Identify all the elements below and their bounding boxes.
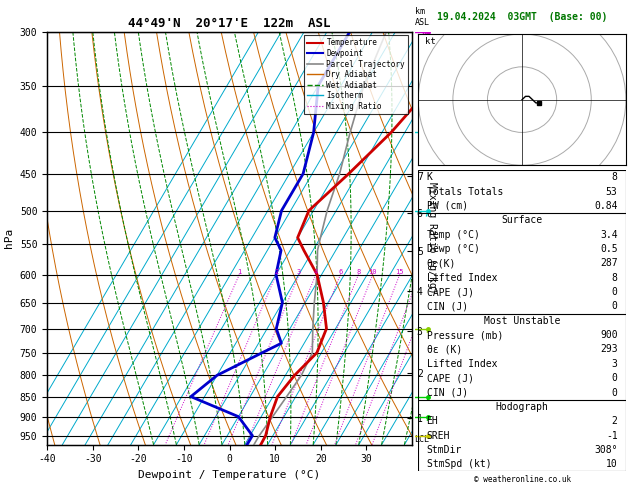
Text: 293: 293 [600,345,618,354]
Title: 44°49'N  20°17'E  122m  ASL: 44°49'N 20°17'E 122m ASL [128,17,331,31]
Text: 0: 0 [611,301,618,312]
Text: -1: -1 [606,431,618,440]
Text: 53: 53 [606,187,618,197]
Text: 3.4: 3.4 [600,230,618,240]
Text: θε (K): θε (K) [426,345,462,354]
Text: PW (cm): PW (cm) [426,201,468,211]
Text: 308°: 308° [594,445,618,455]
Text: StmDir: StmDir [426,445,462,455]
Text: 287: 287 [600,259,618,268]
Text: CIN (J): CIN (J) [426,301,468,312]
Text: 0.84: 0.84 [594,201,618,211]
Text: 10: 10 [369,269,377,275]
Text: 0: 0 [611,387,618,398]
Text: LCL: LCL [415,435,429,444]
Text: CAPE (J): CAPE (J) [426,373,474,383]
Text: Dewp (°C): Dewp (°C) [426,244,479,254]
Text: Hodograph: Hodograph [496,402,548,412]
Text: 2: 2 [611,416,618,426]
Text: 6: 6 [338,269,343,275]
Text: StmSpd (kt): StmSpd (kt) [426,459,491,469]
Text: 8: 8 [611,273,618,283]
Text: θε(K): θε(K) [426,259,456,268]
Text: 8: 8 [611,172,618,182]
Text: 1: 1 [237,269,242,275]
Text: 15: 15 [396,269,404,275]
Text: kt: kt [425,37,436,46]
Text: 900: 900 [600,330,618,340]
Text: 0: 0 [611,287,618,297]
Text: CAPE (J): CAPE (J) [426,287,474,297]
Text: Most Unstable: Most Unstable [484,316,560,326]
Text: 4: 4 [314,269,318,275]
Y-axis label: hPa: hPa [4,228,14,248]
Legend: Temperature, Dewpoint, Parcel Trajectory, Dry Adiabat, Wet Adiabat, Isotherm, Mi: Temperature, Dewpoint, Parcel Trajectory… [304,35,408,114]
X-axis label: Dewpoint / Temperature (°C): Dewpoint / Temperature (°C) [138,470,321,480]
Text: CIN (J): CIN (J) [426,387,468,398]
Text: SREH: SREH [426,431,450,440]
Text: EH: EH [426,416,438,426]
Text: 3: 3 [611,359,618,369]
Text: © weatheronline.co.uk: © weatheronline.co.uk [474,474,571,484]
Text: Surface: Surface [501,215,543,226]
Text: Lifted Index: Lifted Index [426,273,497,283]
Text: Totals Totals: Totals Totals [426,187,503,197]
Text: Lifted Index: Lifted Index [426,359,497,369]
Text: 8: 8 [356,269,360,275]
Text: 10: 10 [606,459,618,469]
Text: K: K [426,172,433,182]
Text: 3: 3 [297,269,301,275]
Text: km
ASL: km ASL [415,7,430,27]
Text: 0: 0 [611,373,618,383]
Text: 0.5: 0.5 [600,244,618,254]
Text: 2: 2 [274,269,279,275]
Text: Temp (°C): Temp (°C) [426,230,479,240]
Y-axis label: Mixing Ratio (g/kg): Mixing Ratio (g/kg) [426,182,437,294]
Text: 19.04.2024  03GMT  (Base: 00): 19.04.2024 03GMT (Base: 00) [437,12,607,22]
Text: Pressure (mb): Pressure (mb) [426,330,503,340]
